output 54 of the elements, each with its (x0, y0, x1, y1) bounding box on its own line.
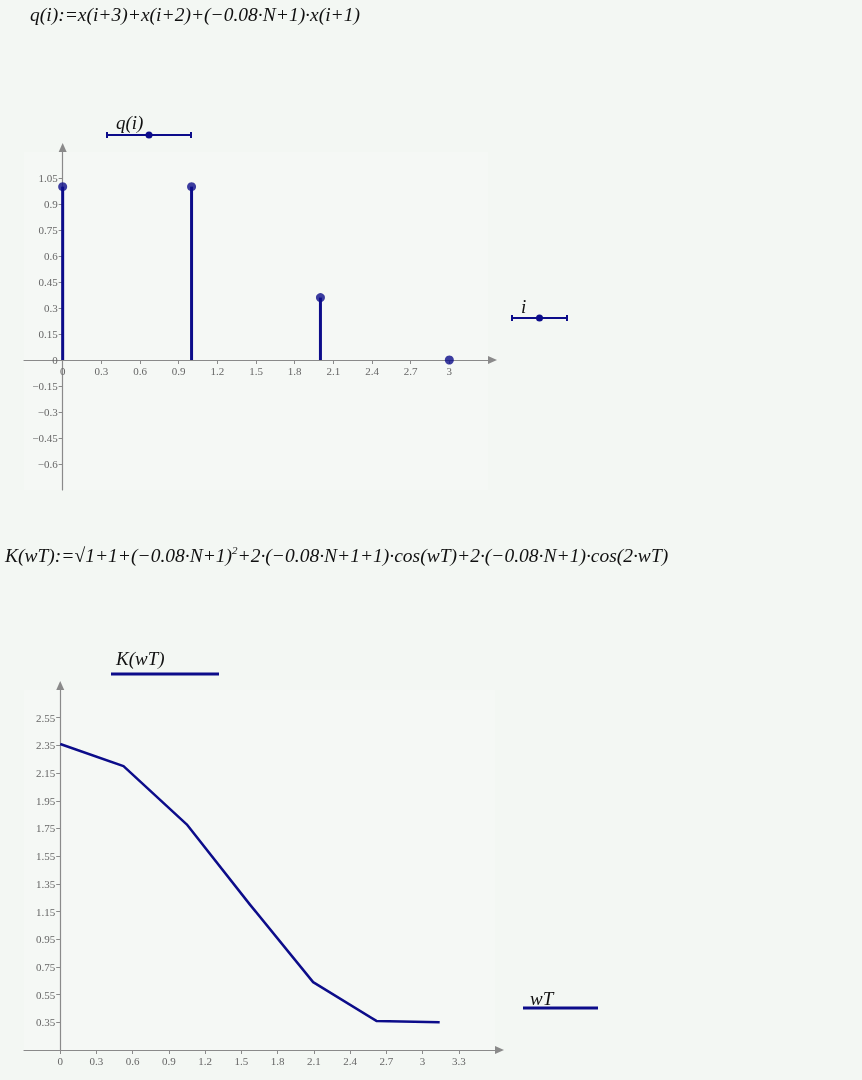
y-tick-label: 2.35 (35, 739, 56, 752)
x-tick-label: 3.3 (451, 1054, 467, 1067)
y-tick-label: 2.15 (35, 767, 56, 780)
y-tick-label: 0.15 (38, 328, 59, 340)
y-tick-label: 0.55 (35, 988, 56, 1001)
x-tick-label: 0.6 (125, 1054, 141, 1067)
x-tick-label: 1.8 (287, 364, 303, 377)
y-tick-label: 0.6 (43, 250, 59, 262)
y-tick-label: −0.3 (37, 406, 59, 418)
x-tick-label: 2.7 (403, 364, 419, 377)
y-tick-label: −0.6 (37, 458, 59, 470)
x-tick-label: 0.3 (89, 1054, 104, 1067)
x-axis-title: i (521, 296, 527, 318)
x-axis-title: wT (530, 988, 554, 1010)
y-tick-label: 2.55 (35, 711, 56, 724)
y-tick-label: −0.15 (32, 380, 59, 392)
y-tick-label: 1.05 (38, 172, 59, 184)
x-tick-label: 1.2 (210, 364, 225, 377)
y-axis-title: K(wT) (116, 648, 165, 670)
y-tick-label: 1.15 (35, 905, 56, 918)
y-tick-label: 0.3 (43, 302, 59, 314)
y-tick-label: 1.75 (35, 822, 56, 835)
y-tick-label: 0.75 (38, 224, 59, 236)
x-tick-label: 1.5 (234, 1054, 249, 1067)
x-tick-label: 2.1 (306, 1054, 321, 1067)
x-tick-label: 0.9 (171, 364, 187, 377)
point (315, 293, 325, 303)
chart-title: q(i):=x(i+3)+x(i+2)+(−0.08·N+1)·x(i+1) (30, 4, 360, 26)
x-tick-label: 2.1 (326, 364, 341, 377)
y-tick-label: 1.95 (35, 794, 56, 807)
y-tick-label: 0.75 (35, 960, 56, 973)
y-tick-label: 0.9 (43, 198, 59, 210)
x-tick-label: 0.3 (94, 364, 109, 377)
y-tick-label: 0.95 (35, 933, 56, 946)
point (187, 182, 197, 192)
x-tick-label: 0.6 (133, 364, 148, 377)
y-tick-label: 0.45 (38, 276, 59, 288)
x-tick-label: 2.4 (365, 364, 380, 377)
y-tick-label: −0.45 (32, 432, 59, 444)
x-tick-label: 1.5 (249, 364, 264, 377)
x-tick-label: 1.2 (198, 1054, 213, 1067)
x-tick-label: 0.9 (162, 1054, 177, 1067)
x-tick-label: 1.8 (270, 1054, 285, 1067)
x-tick-label: 3 (446, 364, 453, 377)
y-tick-label: 1.55 (35, 850, 56, 863)
line-series (58, 742, 441, 1024)
chart-title: K(wT):=√1+1+(−0.08·N+1)$^{2}$+2·(−0.08·N+1+1)·cos(wT)+2·(−0.08·N+1)·cos(2·wT) (5, 544, 669, 567)
x-tick-label: 2.7 (379, 1054, 394, 1067)
point (58, 182, 68, 192)
x-tick-label: 2.4 (343, 1054, 358, 1067)
x-tick-label: 3 (419, 1054, 426, 1067)
y-axis-title: q(i) (116, 112, 144, 134)
y-tick-label: 0.35 (35, 1016, 56, 1029)
y-tick-label: 1.35 (35, 877, 56, 890)
